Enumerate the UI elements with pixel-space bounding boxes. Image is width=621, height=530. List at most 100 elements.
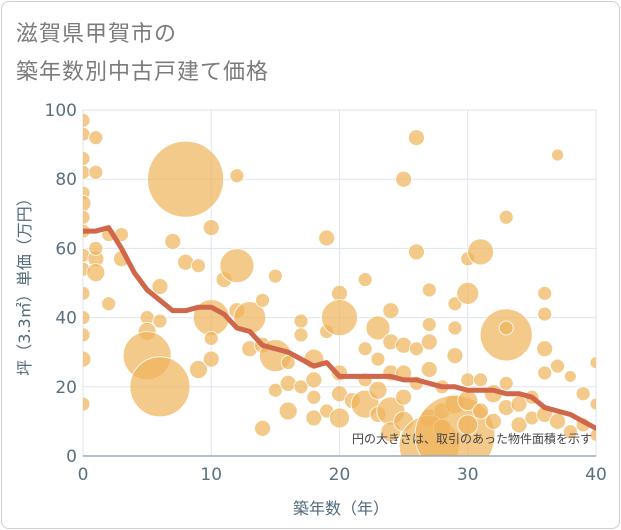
bubble-point (457, 414, 479, 436)
bubble-point (151, 278, 169, 295)
bubble-point (467, 238, 494, 266)
average-line-series (83, 225, 596, 431)
bubble-point (279, 374, 297, 392)
bubble-point (421, 282, 437, 298)
bubble-point (537, 285, 553, 301)
bubble-point (83, 285, 91, 301)
bubble-point (537, 365, 553, 381)
bubble-point (357, 341, 373, 357)
bubble-point (498, 375, 514, 391)
bubble-point (278, 401, 298, 421)
bubble-point (446, 347, 464, 365)
bubble-point (331, 284, 348, 302)
bubble-point (280, 355, 296, 370)
bubble-point (395, 388, 413, 406)
bubble-point (395, 336, 413, 354)
bubble-point (83, 112, 91, 128)
bubble-point (152, 313, 168, 329)
x-axis-label: 築年数（年） (293, 499, 389, 518)
bubble-point (129, 356, 191, 418)
bubble-point (83, 151, 91, 166)
bubble-point (447, 320, 463, 336)
bubble-point (88, 130, 104, 146)
bubble-point (408, 129, 425, 147)
bubble-point (575, 386, 591, 402)
bubble-point (191, 258, 206, 274)
bubble-point (86, 263, 106, 283)
y-tick-label: 40 (55, 309, 77, 329)
bubble-point (83, 164, 91, 180)
bubble-point (408, 243, 425, 261)
bubble-point (370, 351, 386, 367)
average-price-line (83, 225, 596, 431)
bubble-point (83, 195, 92, 212)
bubble-point (409, 341, 424, 357)
bubble-point (365, 315, 391, 341)
bubble-point (293, 379, 309, 395)
bubble-point (101, 296, 117, 312)
chart-title-line1: 滋賀県甲賀市の (16, 22, 178, 47)
bubble-point (83, 396, 91, 412)
bubble-point (536, 340, 554, 358)
bubble-point (510, 416, 528, 434)
bubble-point (549, 412, 566, 430)
bubble-point (255, 292, 270, 308)
bubble-point (456, 281, 480, 305)
y-tick-label: 100 (45, 101, 77, 121)
bubble-point (589, 397, 596, 411)
bubble-point (305, 409, 323, 427)
bubble-point (229, 168, 245, 184)
bubble-point (331, 385, 348, 403)
bubble-series (83, 112, 596, 456)
x-tick-label: 10 (200, 465, 222, 485)
y-tick-label: 20 (55, 378, 77, 398)
bubble-point (177, 253, 195, 271)
bubble-point (88, 240, 104, 256)
bubble-point (421, 317, 437, 332)
bubble-point (382, 302, 400, 320)
bubble-point (88, 164, 104, 180)
bubble-point (267, 382, 283, 398)
bubble-point (254, 419, 271, 437)
y-tick-label: 60 (55, 239, 77, 259)
bubble-point (202, 219, 220, 237)
bubble-point (562, 424, 578, 440)
bubble-point (447, 296, 463, 312)
bubble-size-note: 円の大きさは、取引のあった物件面積を示す (352, 431, 592, 446)
bubble-point (164, 233, 182, 250)
bubble-point (318, 229, 336, 247)
bubble-point (329, 407, 350, 429)
axes: 0 10 20 30 40 0 20 40 60 80 100 (45, 101, 607, 485)
bubble-point (498, 320, 514, 336)
y-tick-label: 0 (66, 447, 77, 467)
bubble-point (498, 209, 514, 225)
x-tick-label: 20 (329, 465, 351, 485)
bubble-point (472, 402, 489, 420)
bubble-point (306, 389, 322, 405)
bubble-point (202, 350, 220, 368)
bubble-point (589, 356, 596, 369)
x-tick-label: 30 (457, 465, 479, 485)
bubble-point (589, 428, 596, 442)
chart-title-line2: 築年数別中古戸建て価格 (16, 60, 270, 85)
x-tick-label: 0 (78, 465, 89, 485)
bubble-point (219, 248, 255, 284)
y-tick-label: 80 (55, 170, 77, 190)
bubble-point (537, 306, 553, 322)
bubble-point (189, 360, 208, 379)
bubble-point (473, 372, 488, 388)
bubble-point (293, 327, 309, 343)
bubble-point (357, 272, 373, 287)
y-axis-label: 坪（3.3㎡）単価（万円） (15, 190, 34, 375)
bubble-point (563, 370, 577, 383)
bubble-point (147, 140, 225, 218)
bubble-point (293, 313, 309, 329)
bubble-point (460, 372, 476, 388)
bubble-point (420, 361, 438, 378)
bubble-point (420, 333, 438, 351)
bubble-point (484, 412, 502, 430)
x-tick-label: 40 (585, 465, 607, 485)
bubble-point (305, 371, 323, 389)
bubble-point (83, 350, 92, 368)
